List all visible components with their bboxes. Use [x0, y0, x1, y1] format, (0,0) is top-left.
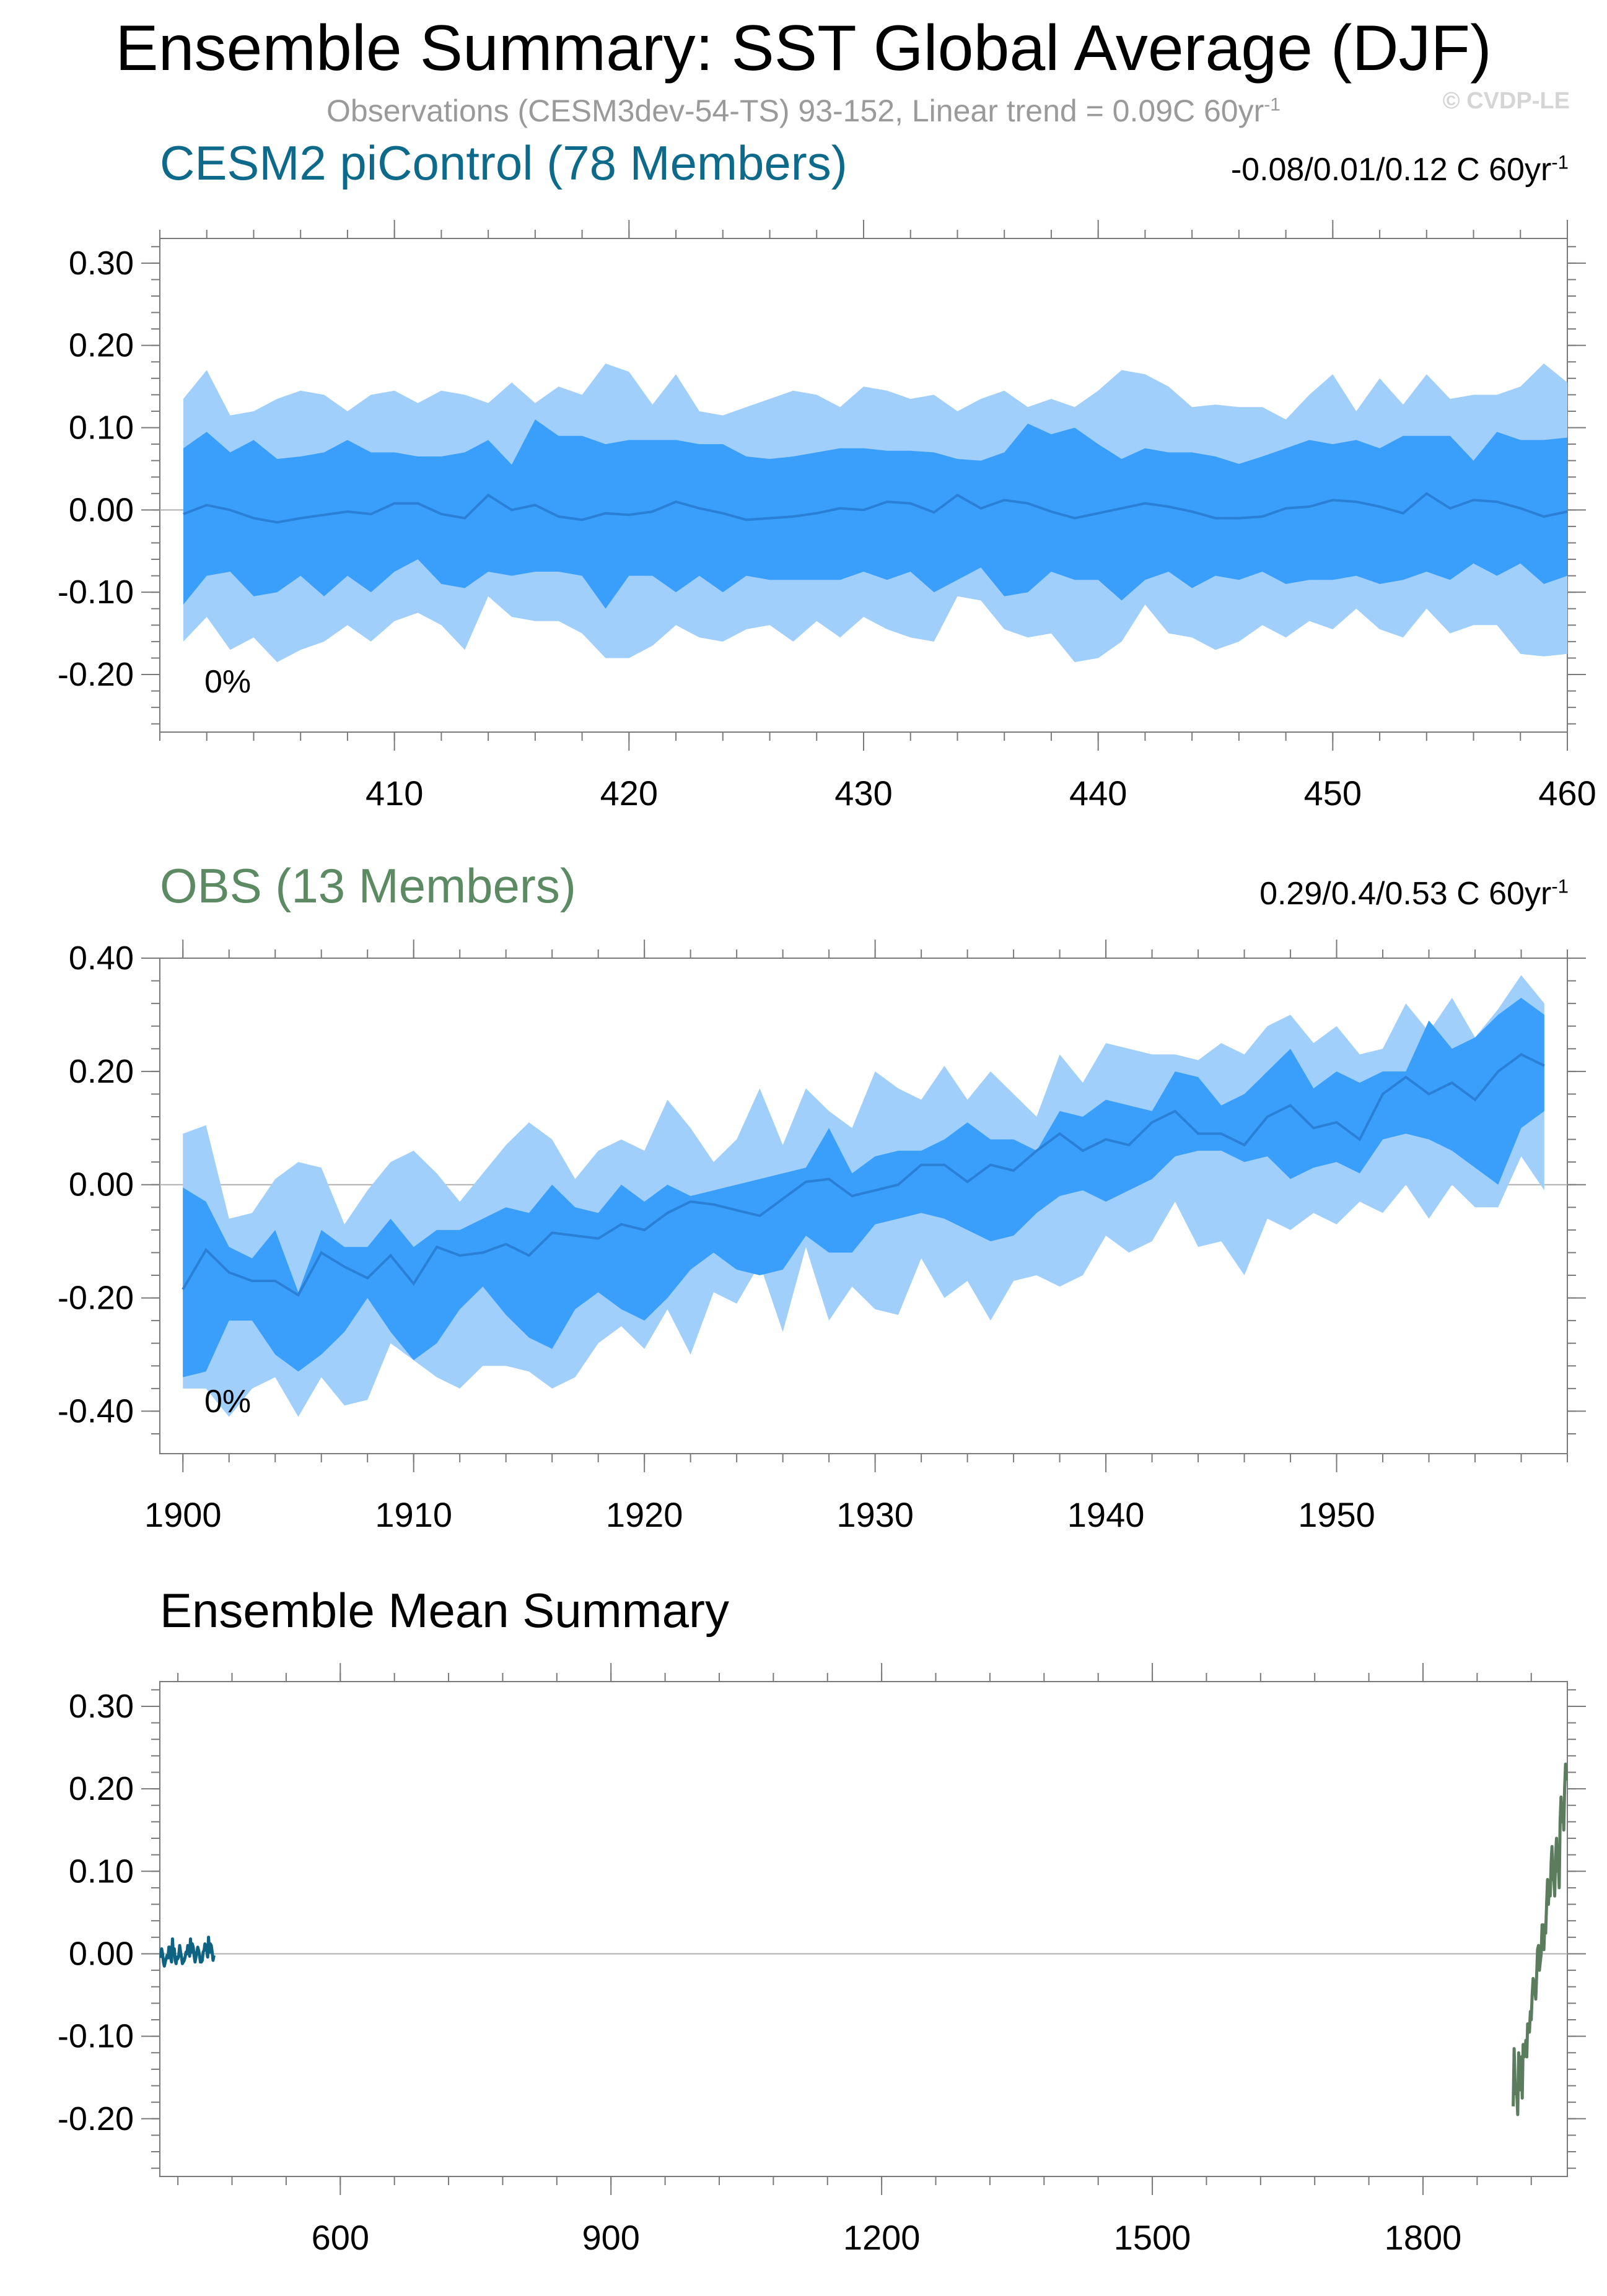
obs-panel-title: OBS (13 Members) [160, 858, 576, 913]
obs-range-text: 0.29/0.4/0.53 C 60yr [1259, 876, 1552, 912]
cesm-percent-label: 0% [204, 664, 251, 700]
cesm-ytick-label: 0.10 [69, 409, 134, 447]
cesm-ytick-label: 0.30 [69, 245, 134, 282]
main-title: Ensemble Summary: SST Global Average (DJ… [115, 12, 1492, 84]
mean-xtick-label: 600 [312, 2218, 369, 2257]
subtitle-text: Observations (CESM3dev-54-TS) 93-152, Li… [326, 94, 1264, 128]
mean-xtick-label: 1500 [1114, 2218, 1191, 2257]
cesm-range-label: -0.08/0.01/0.12 C 60yr-1 [1231, 151, 1569, 188]
cesm-mean-line [183, 492, 1568, 524]
cesm-xtick-label: 410 [366, 774, 423, 813]
cesm-xtick-label: 440 [1069, 774, 1127, 813]
mean-panel-title: Ensemble Mean Summary [160, 1583, 730, 1638]
mean-axes: 0.30 0.20 0.10 0.00 -0.10 -0.20 600 900 1200 1500… [58, 1663, 1586, 2257]
obs-xtick-label: 1930 [836, 1495, 914, 1534]
obs-range-sup: -1 [1551, 875, 1569, 897]
mean-plot-frame [159, 1681, 1568, 2177]
obs-ytick-label: 0.40 [69, 940, 134, 977]
mean-xtick-label: 1800 [1385, 2218, 1462, 2257]
cesm-range-text: -0.08/0.01/0.12 C 60yr [1230, 152, 1552, 188]
obs-ytick-label: 0.00 [69, 1166, 134, 1203]
cesm-xtick-label: 460 [1538, 774, 1596, 813]
cesm-panel-title: CESM2 piControl (78 Members) [160, 136, 847, 190]
subtitle-sup: -1 [1264, 94, 1281, 115]
obs-range-label: 0.29/0.4/0.53 C 60yr-1 [1259, 875, 1569, 912]
mean-ytick-label: -0.10 [58, 2018, 134, 2055]
cesm-axes: 0.30 0.20 0.10 0.00 -0.10 -0.20 410 420 430 440 45… [58, 220, 1596, 813]
mean-ytick-label: 0.00 [69, 1935, 134, 1972]
summary-obs-mean-line [1512, 1762, 1568, 2116]
mean-ytick-label: 0.10 [69, 1853, 134, 1890]
obs-mean-line [182, 1053, 1545, 1297]
obs-plot-frame [159, 958, 1568, 1454]
cesm-xtick-label: 420 [600, 774, 658, 813]
cesm-ytick-label: -0.20 [58, 656, 134, 693]
obs-axes: 0.40 0.20 0.00 -0.20 -0.40 1900 1910 1920 1930 19… [58, 940, 1586, 1534]
mean-ytick-label: -0.20 [58, 2100, 134, 2137]
mean-xtick-label: 900 [582, 2218, 639, 2257]
obs-ytick-label: -0.20 [58, 1280, 134, 1317]
obs-xtick-label: 1900 [144, 1495, 222, 1534]
cesm-range-sup: -1 [1551, 151, 1569, 173]
obs-xtick-label: 1910 [375, 1495, 452, 1534]
subtitle: Observations (CESM3dev-54-TS) 93-152, Li… [0, 93, 1607, 129]
cesm-ytick-label: 0.20 [69, 327, 134, 364]
cesm-ytick-label: 0.00 [69, 491, 134, 528]
obs-xtick-label: 1920 [606, 1495, 683, 1534]
obs-xtick-label: 1950 [1298, 1495, 1375, 1534]
cesm-iqr-band [183, 419, 1568, 609]
cesm-xtick-label: 450 [1304, 774, 1362, 813]
mean-ytick-label: 0.30 [69, 1688, 134, 1725]
copyright-watermark: © CVDP-LE [1442, 88, 1570, 114]
obs-ytick-label: -0.40 [58, 1392, 134, 1430]
mean-ytick-label: 0.20 [69, 1770, 134, 1807]
obs-ytick-label: 0.20 [69, 1053, 134, 1090]
cesm-ytick-label: -0.10 [58, 574, 134, 611]
mean-xtick-label: 1200 [843, 2218, 921, 2257]
cesm-xtick-label: 430 [834, 774, 892, 813]
obs-iqr-band [183, 998, 1544, 1377]
obs-percent-label: 0% [204, 1384, 251, 1420]
obs-xtick-label: 1940 [1067, 1495, 1145, 1534]
summary-cesm-mean-line [159, 1936, 216, 1968]
